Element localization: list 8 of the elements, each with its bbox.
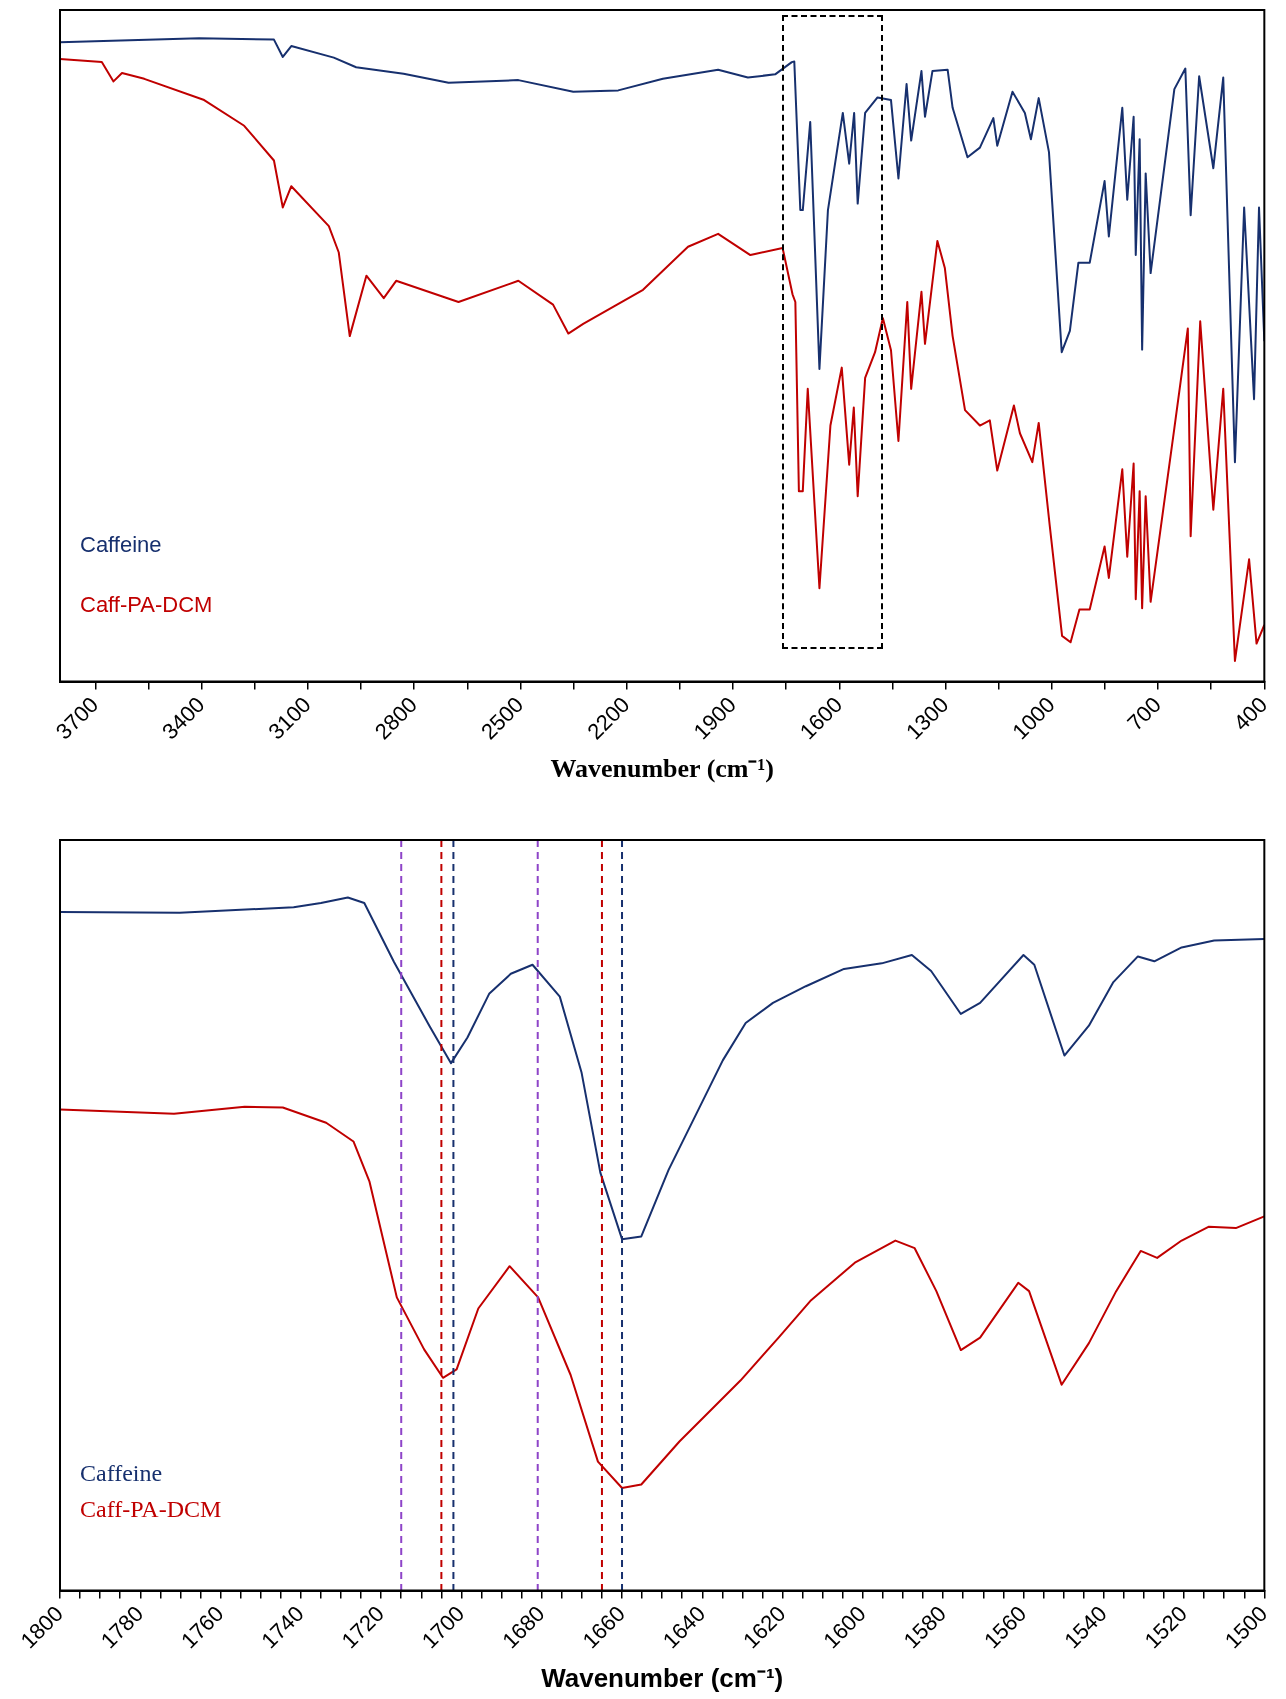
text: Caff-PA-DCM xyxy=(80,1495,222,1522)
text: Caffeine xyxy=(80,531,162,557)
text: Caff-PA-DCM xyxy=(80,591,213,617)
text: Caffeine xyxy=(80,1459,163,1486)
x-tick-label: 400 xyxy=(1228,692,1273,736)
x-tick-label: 700 xyxy=(1122,692,1166,736)
x-axis-title: Wavenumber (cm⁻¹) xyxy=(550,754,774,784)
x-axis-title: Wavenumber (cm⁻¹) xyxy=(541,1662,784,1693)
